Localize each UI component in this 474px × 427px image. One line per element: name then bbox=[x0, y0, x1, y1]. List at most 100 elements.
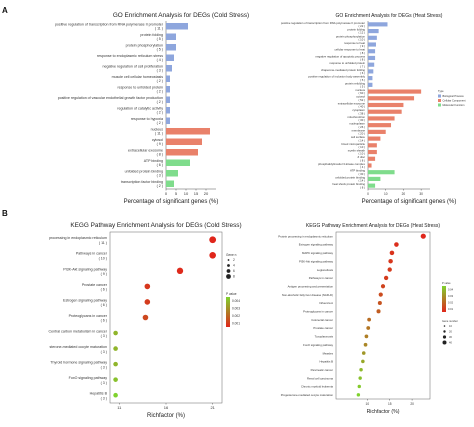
size-legend-title: Gene n bbox=[226, 253, 237, 257]
bar bbox=[368, 76, 373, 81]
category-label: mitochondrion bbox=[347, 115, 365, 119]
x-tick-label: 16 bbox=[164, 405, 169, 410]
category-label: protein folding bbox=[347, 28, 365, 32]
bar bbox=[368, 28, 379, 34]
count-label: ( 5 ) bbox=[157, 48, 163, 52]
x-tick-label: 21 bbox=[210, 405, 215, 410]
bar bbox=[166, 106, 170, 114]
count-label: ( 14 ) bbox=[358, 138, 365, 142]
color-legend-label: 0.01 bbox=[448, 307, 454, 311]
count-label: ( 9 ) bbox=[360, 44, 365, 48]
count-label: ( 52 ) bbox=[358, 98, 365, 102]
data-point bbox=[144, 299, 151, 305]
category-label: negative regulation of apoptotic process bbox=[316, 54, 366, 58]
count-label: ( 10 ) bbox=[99, 257, 107, 261]
size-legend-dot bbox=[442, 335, 447, 339]
category-label: Pancreatic cancer bbox=[311, 368, 333, 372]
count-label: ( 2 ) bbox=[157, 100, 163, 104]
category-label: Thyroid hormone signaling pathway bbox=[50, 361, 107, 365]
category-label: protein phosphorylation bbox=[336, 34, 366, 38]
data-point bbox=[378, 292, 383, 297]
bar bbox=[368, 163, 372, 168]
data-point bbox=[380, 284, 386, 289]
bar bbox=[368, 102, 404, 108]
category-label: response to unfolded protein bbox=[117, 85, 163, 89]
data-point bbox=[209, 236, 217, 244]
x-tick-label: 0 bbox=[367, 192, 369, 196]
bar bbox=[368, 55, 376, 61]
size-legend-label: 4 bbox=[233, 264, 235, 268]
bar bbox=[368, 143, 377, 148]
bar bbox=[166, 33, 176, 41]
chart-title: KEGG Pathway Enrichment Analysis for DEG… bbox=[70, 222, 241, 229]
count-label: ( 7 ) bbox=[360, 64, 365, 68]
go-heat-chart: GO Enrichment Analysis for DEGs (Heat St… bbox=[281, 13, 466, 205]
count-label: ( 10 ) bbox=[358, 152, 365, 156]
category-label: Toxoplasmosis bbox=[315, 335, 334, 339]
bar bbox=[166, 75, 170, 83]
category-label: PI3K-Akt signaling pathway bbox=[63, 267, 107, 271]
category-label: Proteoglycans in cancer bbox=[69, 314, 108, 318]
x-axis-label: Richfactor (%) bbox=[367, 409, 400, 415]
bar bbox=[368, 89, 422, 94]
category-label: protein phosphorylation bbox=[126, 43, 163, 47]
category-label: nucleus bbox=[151, 127, 164, 131]
category-label: response to unfolded protein bbox=[330, 61, 366, 65]
data-point bbox=[176, 267, 184, 275]
count-label: ( 40 ) bbox=[358, 105, 365, 109]
kegg-cold-chart: KEGG Pathway Enrichment Analysis for DEG… bbox=[48, 222, 241, 419]
category-label: PI3K-Akt signaling pathway bbox=[299, 259, 334, 263]
data-point bbox=[361, 351, 366, 355]
panel-label-a: A bbox=[2, 6, 8, 15]
size-legend-label: 2 bbox=[233, 258, 235, 262]
size-legend-title: Gene number bbox=[442, 319, 458, 323]
x-tick-label: 30 bbox=[419, 192, 423, 196]
data-point bbox=[209, 252, 216, 259]
count-label: ( 8 ) bbox=[157, 153, 163, 157]
category-label: positive regulation of vascular endothel… bbox=[58, 96, 163, 100]
size-legend-label: 6 bbox=[233, 269, 235, 273]
count-label: ( 5 ) bbox=[360, 85, 365, 89]
bar bbox=[368, 129, 386, 134]
category-label: Pathways in cancer bbox=[309, 276, 333, 280]
size-legend-label: 20 bbox=[449, 330, 452, 334]
category-label: regulation of catalytic activity bbox=[117, 106, 163, 110]
category-label: FoxO signaling pathway bbox=[69, 376, 108, 380]
chart-title: GO Enrichment Analysis for DEGs (Cold St… bbox=[113, 12, 249, 19]
color-legend-label: 0.03 bbox=[448, 294, 454, 298]
bar bbox=[368, 116, 395, 121]
category-label: Estrogen signaling pathway bbox=[63, 298, 107, 302]
color-legend-title: P value bbox=[226, 292, 237, 296]
kegg-heat-chart: KEGG Pathway Enrichment Analysis for DEG… bbox=[278, 223, 458, 415]
data-point bbox=[388, 258, 393, 264]
color-legend-label: 0.003 bbox=[232, 306, 240, 310]
category-label: protein folding bbox=[140, 33, 163, 37]
category-label: positive regulation of inclusion body as… bbox=[308, 75, 365, 79]
size-legend-label: 40 bbox=[449, 341, 452, 345]
go-cold-chart: GO Enrichment Analysis for DEGs (Cold St… bbox=[55, 12, 249, 205]
category-label: blood microparticle bbox=[342, 142, 366, 146]
data-point bbox=[366, 326, 371, 330]
data-point bbox=[394, 242, 399, 247]
data-point bbox=[377, 300, 382, 306]
category-label: response to endoplasmic reticulum stress bbox=[97, 54, 163, 58]
category-label: Legionellosis bbox=[317, 268, 334, 272]
category-label: cellular response to heat bbox=[335, 48, 366, 52]
legend-label: Biological Process bbox=[443, 94, 465, 98]
data-point bbox=[113, 361, 118, 367]
category-label: nucleus bbox=[355, 88, 365, 92]
size-legend-dot bbox=[226, 269, 231, 273]
count-label: ( 5 ) bbox=[157, 37, 163, 41]
bar bbox=[368, 69, 374, 74]
color-legend-bar bbox=[226, 297, 230, 327]
bar bbox=[368, 123, 392, 128]
category-label: positive regulation of transcription fro… bbox=[55, 22, 164, 26]
data-point bbox=[383, 275, 389, 281]
legend-swatch bbox=[438, 103, 441, 107]
category-label: Prostate cancer bbox=[82, 283, 108, 287]
category-label: ATP binding bbox=[144, 159, 163, 163]
bar bbox=[166, 159, 190, 167]
count-label: ( 11 ) bbox=[155, 27, 163, 31]
category-label: Antigen processing and presentation bbox=[288, 284, 334, 288]
bar bbox=[368, 149, 377, 155]
